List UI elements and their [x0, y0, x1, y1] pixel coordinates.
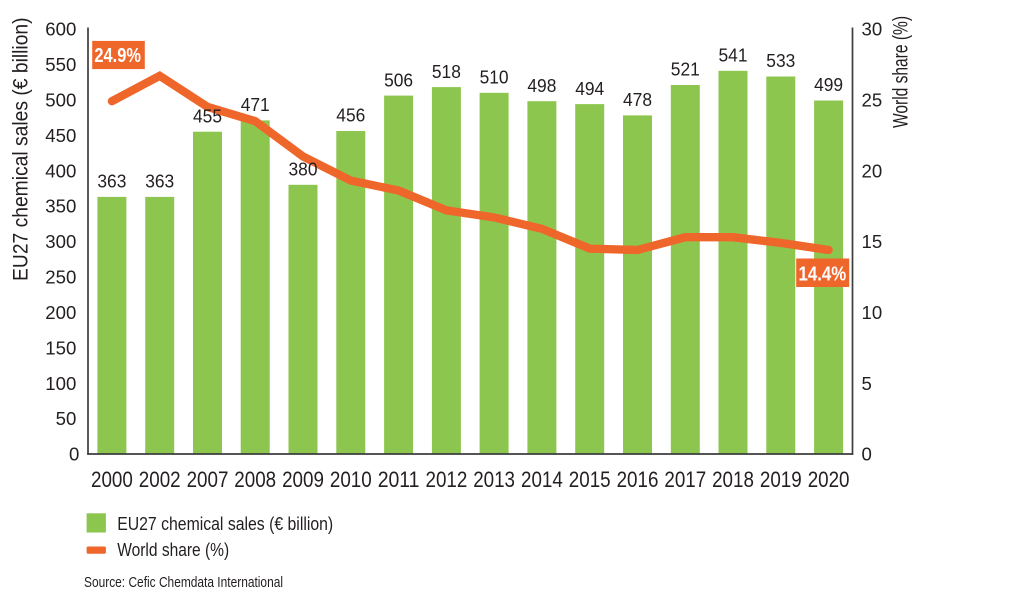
svg-text:24.9%: 24.9% [94, 44, 141, 67]
svg-text:363: 363 [97, 172, 126, 192]
svg-text:150: 150 [45, 337, 76, 358]
svg-text:498: 498 [527, 76, 556, 96]
svg-text:2010: 2010 [330, 467, 372, 492]
svg-text:2015: 2015 [569, 467, 611, 492]
svg-text:2017: 2017 [664, 467, 706, 492]
svg-text:2016: 2016 [617, 467, 659, 492]
svg-text:2014: 2014 [521, 467, 563, 492]
svg-text:510: 510 [480, 68, 509, 88]
svg-text:50: 50 [56, 408, 77, 429]
svg-text:EU27 chemical sales (€ billion: EU27 chemical sales (€ billion) [10, 17, 33, 281]
svg-text:550: 550 [45, 54, 76, 75]
svg-text:25: 25 [862, 89, 883, 110]
svg-text:363: 363 [145, 172, 174, 192]
svg-text:2002: 2002 [139, 467, 181, 492]
svg-text:15: 15 [862, 231, 883, 252]
svg-text:500: 500 [45, 89, 76, 110]
svg-text:499: 499 [814, 75, 843, 95]
svg-text:0: 0 [862, 444, 872, 465]
svg-text:Source: Cefic Chemdata Interna: Source: Cefic Chemdata International [84, 575, 283, 591]
svg-text:250: 250 [45, 267, 76, 288]
svg-text:20: 20 [862, 160, 883, 181]
svg-text:30: 30 [862, 19, 883, 40]
svg-text:521: 521 [671, 60, 700, 80]
svg-text:2012: 2012 [426, 467, 468, 492]
svg-text:456: 456 [336, 106, 365, 126]
svg-text:300: 300 [45, 231, 76, 252]
svg-text:471: 471 [241, 95, 270, 115]
svg-text:533: 533 [766, 51, 795, 71]
svg-text:400: 400 [45, 160, 76, 181]
svg-text:0: 0 [69, 444, 79, 465]
svg-text:World share (%): World share (%) [890, 16, 913, 128]
svg-text:2011: 2011 [378, 467, 420, 492]
svg-text:World share (%): World share (%) [117, 539, 229, 560]
svg-text:100: 100 [45, 373, 76, 394]
svg-text:2018: 2018 [712, 467, 754, 492]
svg-text:518: 518 [432, 62, 461, 82]
svg-text:494: 494 [575, 79, 604, 99]
svg-text:380: 380 [289, 160, 318, 180]
svg-text:455: 455 [193, 106, 222, 126]
svg-text:2020: 2020 [808, 467, 850, 492]
svg-text:478: 478 [623, 90, 652, 110]
svg-text:506: 506 [384, 70, 413, 90]
svg-text:10: 10 [862, 302, 883, 323]
svg-text:5: 5 [862, 373, 872, 394]
svg-text:600: 600 [45, 19, 76, 40]
svg-text:200: 200 [45, 302, 76, 323]
svg-text:450: 450 [45, 125, 76, 146]
svg-text:350: 350 [45, 196, 76, 217]
svg-text:14.4%: 14.4% [799, 262, 847, 285]
svg-text:2009: 2009 [282, 467, 324, 492]
svg-text:2013: 2013 [473, 467, 515, 492]
svg-text:2008: 2008 [234, 467, 276, 492]
svg-text:2019: 2019 [760, 467, 802, 492]
svg-text:2000: 2000 [91, 467, 133, 492]
svg-text:EU27 chemical sales (€ billion: EU27 chemical sales (€ billion) [117, 513, 333, 534]
svg-text:541: 541 [719, 46, 748, 66]
svg-text:2007: 2007 [187, 467, 229, 492]
